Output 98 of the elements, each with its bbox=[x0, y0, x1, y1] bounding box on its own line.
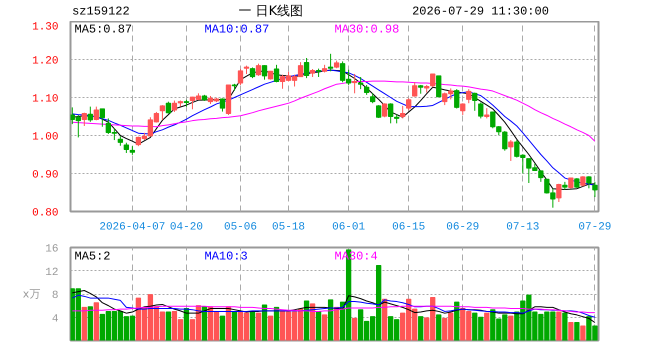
text: MA10:0.87 bbox=[204, 22, 270, 36]
bar bbox=[328, 299, 334, 340]
candlestick bbox=[568, 178, 574, 190]
text: sz159122 bbox=[72, 4, 130, 18]
bar bbox=[322, 314, 328, 340]
candlestick bbox=[406, 98, 412, 111]
candlestick bbox=[436, 75, 442, 98]
candlestick bbox=[376, 104, 382, 119]
bar bbox=[166, 312, 172, 340]
y-tick-label: 1.10 bbox=[32, 94, 58, 106]
x-tick-label: 07-29 bbox=[578, 222, 612, 234]
bar bbox=[382, 298, 388, 340]
candlestick bbox=[364, 84, 370, 96]
bar bbox=[268, 316, 274, 340]
candlestick bbox=[160, 104, 166, 120]
candlestick bbox=[304, 57, 310, 79]
bar bbox=[334, 306, 340, 340]
candlestick bbox=[274, 64, 280, 83]
candlestick bbox=[394, 114, 400, 124]
candlestick bbox=[574, 178, 580, 188]
candlestick bbox=[388, 102, 394, 124]
bar bbox=[562, 312, 568, 340]
candlestick bbox=[484, 108, 490, 119]
candlestick bbox=[430, 73, 436, 88]
candlestick bbox=[466, 88, 472, 104]
text: MA30:0.98 bbox=[334, 22, 400, 36]
candlestick bbox=[472, 92, 478, 112]
candlestick bbox=[580, 176, 586, 187]
y-tick-label: 8 bbox=[52, 290, 59, 302]
candlestick bbox=[400, 105, 406, 119]
candlestick bbox=[82, 112, 87, 126]
x-tick-label: 05-18 bbox=[272, 222, 306, 234]
candlestick bbox=[94, 106, 99, 121]
line-series bbox=[72, 306, 596, 314]
candlestick bbox=[352, 73, 358, 94]
y-tick-label: 16 bbox=[45, 244, 58, 256]
line-series bbox=[72, 294, 596, 318]
candlestick bbox=[250, 66, 256, 79]
y-tick-label: 1.30 bbox=[32, 22, 58, 34]
bar bbox=[94, 302, 99, 340]
candlestick bbox=[382, 102, 388, 118]
text: MA10:3 bbox=[204, 250, 248, 264]
text: MA5:2 bbox=[74, 250, 111, 264]
candlestick bbox=[100, 108, 105, 128]
y-axis-title: x万 bbox=[22, 288, 40, 300]
candlestick bbox=[592, 181, 598, 198]
bar bbox=[232, 310, 238, 340]
bar bbox=[250, 310, 256, 340]
candlestick bbox=[238, 68, 244, 86]
y-tick-label: 0.90 bbox=[32, 170, 58, 182]
candlestick bbox=[220, 98, 226, 112]
bar bbox=[352, 318, 358, 340]
x-tick-label: 04-20 bbox=[170, 222, 203, 234]
bar bbox=[418, 316, 424, 340]
x-tick-label: 07-13 bbox=[506, 222, 540, 234]
bar bbox=[454, 302, 460, 340]
bar bbox=[220, 316, 226, 340]
y-tick-label: 1.20 bbox=[32, 56, 58, 68]
bar bbox=[556, 312, 562, 340]
candlestick bbox=[262, 64, 268, 80]
x-tick-label: 06-01 bbox=[332, 222, 366, 234]
x-tick-label: 2026-04-07 bbox=[99, 222, 166, 234]
bar bbox=[436, 314, 442, 340]
bar bbox=[580, 325, 586, 340]
candlestick bbox=[328, 53, 334, 72]
x-tick-label: 06-29 bbox=[446, 222, 480, 234]
line-series bbox=[72, 290, 596, 323]
candlestick bbox=[118, 136, 124, 146]
candlestick bbox=[370, 92, 376, 104]
y-tick-label: 12 bbox=[45, 266, 58, 279]
candlestick bbox=[460, 102, 466, 116]
candlestick bbox=[124, 142, 130, 154]
candlestick bbox=[88, 106, 93, 122]
y-tick-label: 4 bbox=[52, 313, 59, 326]
bar bbox=[88, 306, 93, 340]
chart-title: 一 日K线图 bbox=[238, 4, 304, 19]
y-tick-label: 1.00 bbox=[32, 132, 58, 144]
candlestick bbox=[412, 82, 418, 98]
candlestick bbox=[166, 101, 172, 114]
x-tick-label: 05-06 bbox=[224, 222, 258, 234]
bar bbox=[316, 310, 322, 340]
candlestick bbox=[508, 140, 514, 162]
bar bbox=[508, 316, 514, 340]
candlestick bbox=[478, 102, 484, 119]
bar bbox=[256, 312, 262, 340]
text: 2026-07-29 11:30:00 bbox=[412, 4, 549, 18]
y-tick-label: 0.80 bbox=[32, 208, 58, 220]
x-tick-label: 06-15 bbox=[392, 222, 426, 234]
candlestick bbox=[586, 176, 592, 189]
bar bbox=[484, 312, 490, 340]
bar bbox=[568, 322, 574, 340]
bar bbox=[82, 306, 87, 340]
candlestick bbox=[556, 183, 562, 202]
candlestick bbox=[358, 76, 364, 90]
bar bbox=[574, 322, 580, 340]
candlestick bbox=[454, 88, 460, 110]
text: MA5:0.87 bbox=[74, 22, 132, 36]
candlestick bbox=[256, 63, 262, 76]
